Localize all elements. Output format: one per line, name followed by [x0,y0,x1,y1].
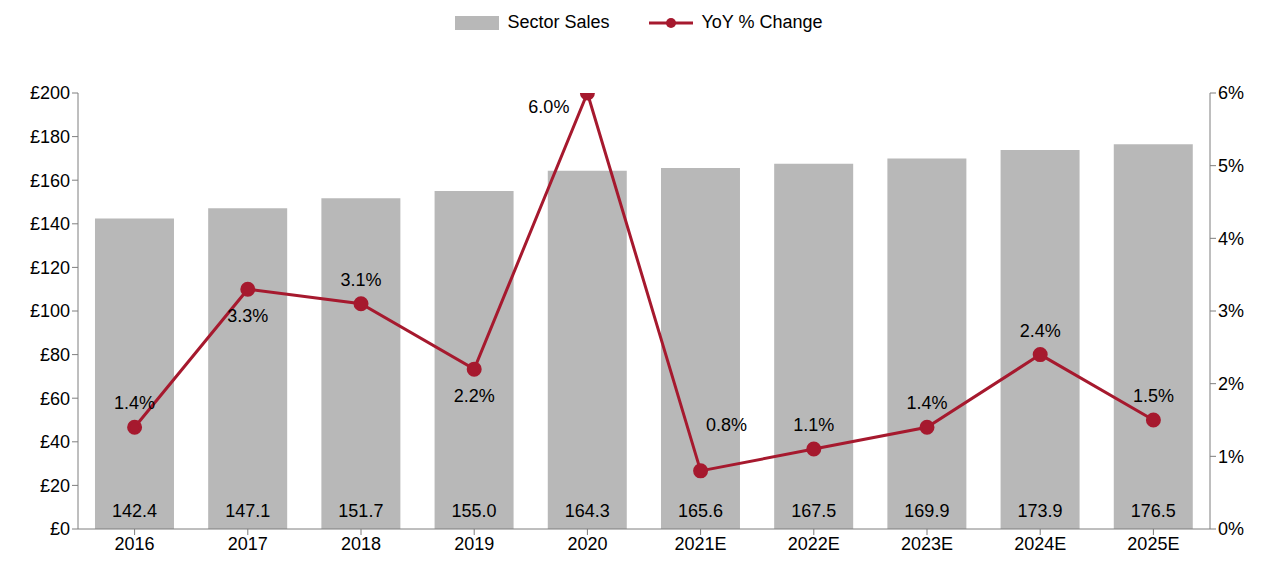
svg-text:6%: 6% [1218,83,1244,103]
svg-text:2017: 2017 [228,534,268,554]
svg-text:3.3%: 3.3% [227,306,268,326]
svg-text:2024E: 2024E [1014,534,1066,554]
svg-text:1.1%: 1.1% [793,415,834,435]
svg-text:3.1%: 3.1% [340,270,381,290]
svg-text:164.3: 164.3 [565,501,610,521]
svg-text:2.2%: 2.2% [454,386,495,406]
svg-text:176.5: 176.5 [1131,501,1176,521]
svg-text:£120: £120 [30,258,70,278]
svg-text:165.6: 165.6 [678,501,723,521]
svg-text:4%: 4% [1218,229,1244,249]
svg-text:155.0: 155.0 [452,501,497,521]
svg-text:£60: £60 [40,389,70,409]
svg-text:0%: 0% [1218,519,1244,539]
svg-text:1.5%: 1.5% [1133,386,1174,406]
svg-text:169.9: 169.9 [904,501,949,521]
svg-text:2022E: 2022E [788,534,840,554]
svg-text:147.1: 147.1 [225,501,270,521]
html-text:YoY % Change: YoY % Change [701,12,823,32]
svg-text:3%: 3% [1218,301,1244,321]
svg-text:1.4%: 1.4% [906,393,947,413]
html-text:Sector Sales: Sector Sales [507,12,610,32]
svg-text:£140: £140 [30,214,70,234]
svg-text:0.8%: 0.8% [706,415,747,435]
svg-text:1.4%: 1.4% [114,393,155,413]
svg-text:2.4%: 2.4% [1020,321,1061,341]
svg-text:2016: 2016 [115,534,155,554]
svg-text:5%: 5% [1218,156,1244,176]
svg-text:2025E: 2025E [1127,534,1179,554]
svg-text:2023E: 2023E [901,534,953,554]
svg-text:£200: £200 [30,83,70,103]
svg-text:£0: £0 [50,519,70,539]
svg-text:173.9: 173.9 [1018,501,1063,521]
svg-text:167.5: 167.5 [791,501,836,521]
svg-text:£160: £160 [30,171,70,191]
svg-text:2%: 2% [1218,374,1244,394]
svg-text:£20: £20 [40,476,70,496]
svg-text:151.7: 151.7 [338,501,383,521]
svg-text:142.4: 142.4 [112,501,157,521]
svg-text:1%: 1% [1218,447,1244,467]
svg-text:£180: £180 [30,127,70,147]
svg-text:2021E: 2021E [675,534,727,554]
svg-text:£40: £40 [40,432,70,452]
svg-text:2018: 2018 [341,534,381,554]
svg-text:£80: £80 [40,345,70,365]
svg-text:£100: £100 [30,301,70,321]
svg-text:2019: 2019 [454,534,494,554]
svg-text:2020: 2020 [567,534,607,554]
svg-text:6.0%: 6.0% [528,97,569,117]
